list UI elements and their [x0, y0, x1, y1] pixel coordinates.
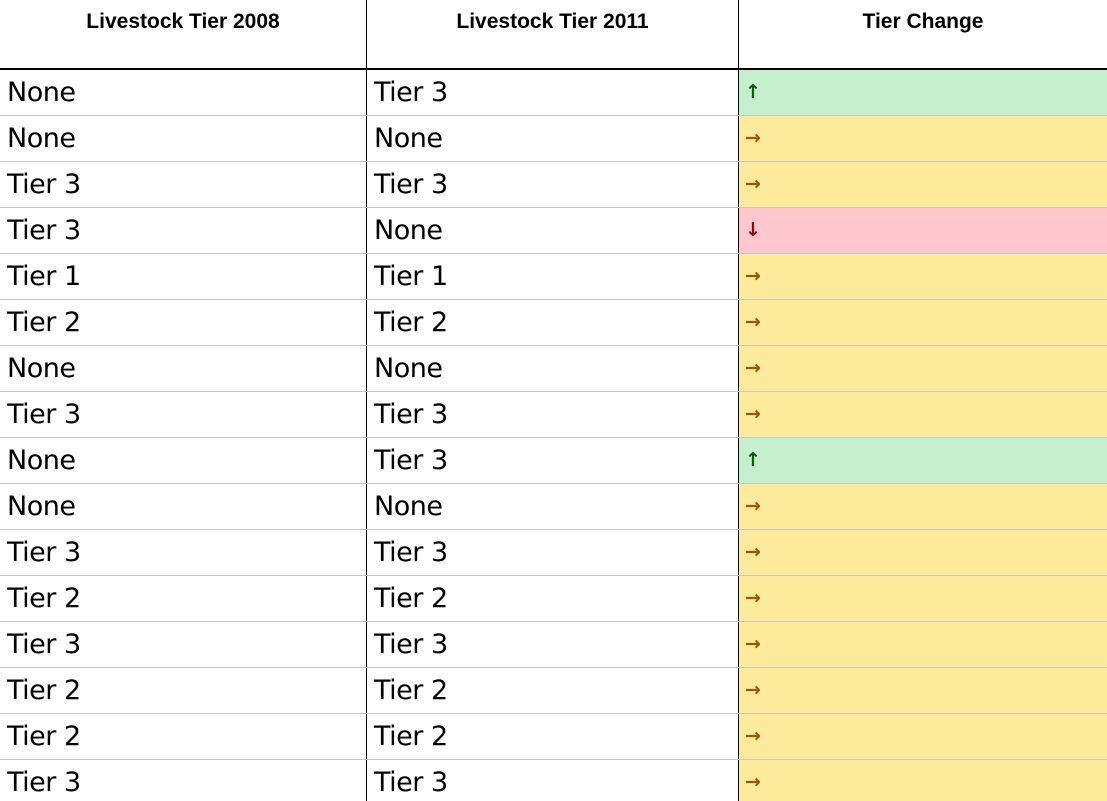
cell-tier-2008[interactable]: Tier 1 [0, 254, 367, 299]
cell-tier-change[interactable]: → [739, 254, 1107, 299]
cell-tier-2011[interactable]: Tier 3 [367, 622, 739, 667]
cell-tier-2008[interactable]: Tier 3 [0, 208, 367, 253]
cell-tier-change[interactable]: → [739, 116, 1107, 161]
table-row: Tier 2 Tier 2 → [0, 576, 1107, 622]
header-tier-2011[interactable]: Livestock Tier 2011 [367, 0, 739, 68]
table-row: Tier 3 Tier 3 → [0, 530, 1107, 576]
cell-tier-2011[interactable]: None [367, 484, 739, 529]
table-row: Tier 3 Tier 3 → [0, 760, 1107, 801]
cell-tier-2011[interactable]: Tier 3 [367, 392, 739, 437]
cell-tier-2008[interactable]: Tier 2 [0, 300, 367, 345]
cell-tier-2011[interactable]: None [367, 208, 739, 253]
cell-tier-2008[interactable]: Tier 3 [0, 392, 367, 437]
table-row: None None → [0, 116, 1107, 162]
cell-tier-2008[interactable]: Tier 3 [0, 530, 367, 575]
cell-tier-change[interactable]: → [739, 714, 1107, 759]
arrow-right-icon: → [745, 679, 761, 701]
arrow-down-icon: ↓ [745, 219, 761, 241]
cell-tier-2008[interactable]: None [0, 116, 367, 161]
table-row: None Tier 3 ↑ [0, 70, 1107, 116]
header-tier-change[interactable]: Tier Change [862, 10, 984, 33]
cell-tier-2011[interactable]: Tier 3 [367, 70, 739, 115]
arrow-right-icon: → [745, 127, 761, 149]
cell-tier-2008[interactable]: None [0, 70, 367, 115]
cell-tier-2011[interactable]: Tier 2 [367, 576, 739, 621]
cell-tier-change[interactable]: → [739, 392, 1107, 437]
table-row: None Tier 3 ↑ [0, 438, 1107, 484]
header-tier-2008[interactable]: Livestock Tier 2008 [0, 0, 367, 68]
table-row: Tier 2 Tier 2 → [0, 714, 1107, 760]
cell-tier-2011[interactable]: Tier 3 [367, 438, 739, 483]
cell-tier-2008[interactable]: Tier 3 [0, 162, 367, 207]
table-row: Tier 3 Tier 3 → [0, 392, 1107, 438]
cell-tier-change[interactable]: ↑ [739, 70, 1107, 115]
cell-tier-2008[interactable]: None [0, 484, 367, 529]
cell-tier-2008[interactable]: Tier 2 [0, 668, 367, 713]
arrow-right-icon: → [745, 771, 761, 793]
cell-tier-2008[interactable]: Tier 3 [0, 622, 367, 667]
arrow-right-icon: → [745, 173, 761, 195]
arrow-right-icon: → [745, 725, 761, 747]
cell-tier-2011[interactable]: Tier 2 [367, 300, 739, 345]
cell-tier-2011[interactable]: Tier 1 [367, 254, 739, 299]
cell-tier-2011[interactable]: Tier 2 [367, 668, 739, 713]
cell-tier-change[interactable]: → [739, 162, 1107, 207]
cell-tier-change[interactable]: ↓ [739, 208, 1107, 253]
cell-tier-2008[interactable]: None [0, 346, 367, 391]
cell-tier-2011[interactable]: Tier 2 [367, 714, 739, 759]
cell-tier-2011[interactable]: Tier 3 [367, 162, 739, 207]
cell-tier-change[interactable]: → [739, 668, 1107, 713]
arrow-right-icon: → [745, 311, 761, 333]
arrow-right-icon: → [745, 633, 761, 655]
cell-tier-change[interactable]: → [739, 300, 1107, 345]
cell-tier-2008[interactable]: Tier 2 [0, 576, 367, 621]
cell-tier-2011[interactable]: Tier 3 [367, 760, 739, 801]
cell-tier-change[interactable]: → [739, 530, 1107, 575]
arrow-up-icon: ↑ [745, 81, 761, 103]
table-row: Tier 3 Tier 3 → [0, 622, 1107, 668]
header-row: Livestock Tier 2008 Livestock Tier 2011 … [0, 0, 1107, 70]
cell-tier-change[interactable]: → [739, 346, 1107, 391]
table-row: Tier 2 Tier 2 → [0, 668, 1107, 714]
table-row: Tier 2 Tier 2 → [0, 300, 1107, 346]
table-row: Tier 3 None ↓ [0, 208, 1107, 254]
cell-tier-2011[interactable]: None [367, 346, 739, 391]
cell-tier-change[interactable]: → [739, 760, 1107, 801]
arrow-up-icon: ↑ [745, 449, 761, 471]
table-row: Tier 1 Tier 1 → [0, 254, 1107, 300]
arrow-right-icon: → [745, 403, 761, 425]
cell-tier-change[interactable]: → [739, 576, 1107, 621]
cell-tier-2011[interactable]: None [367, 116, 739, 161]
cell-tier-2008[interactable]: Tier 3 [0, 760, 367, 801]
cell-tier-change[interactable]: → [739, 484, 1107, 529]
cell-tier-change[interactable]: → [739, 622, 1107, 667]
arrow-right-icon: → [745, 265, 761, 287]
table-row: Tier 3 Tier 3 → [0, 162, 1107, 208]
cell-tier-change[interactable]: ↑ [739, 438, 1107, 483]
cell-tier-2011[interactable]: Tier 3 [367, 530, 739, 575]
cell-tier-2008[interactable]: Tier 2 [0, 714, 367, 759]
table-row: None None → [0, 484, 1107, 530]
arrow-right-icon: → [745, 587, 761, 609]
arrow-right-icon: → [745, 541, 761, 563]
table-row: None None → [0, 346, 1107, 392]
cell-tier-2008[interactable]: None [0, 438, 367, 483]
arrow-right-icon: → [745, 495, 761, 517]
arrow-right-icon: → [745, 357, 761, 379]
